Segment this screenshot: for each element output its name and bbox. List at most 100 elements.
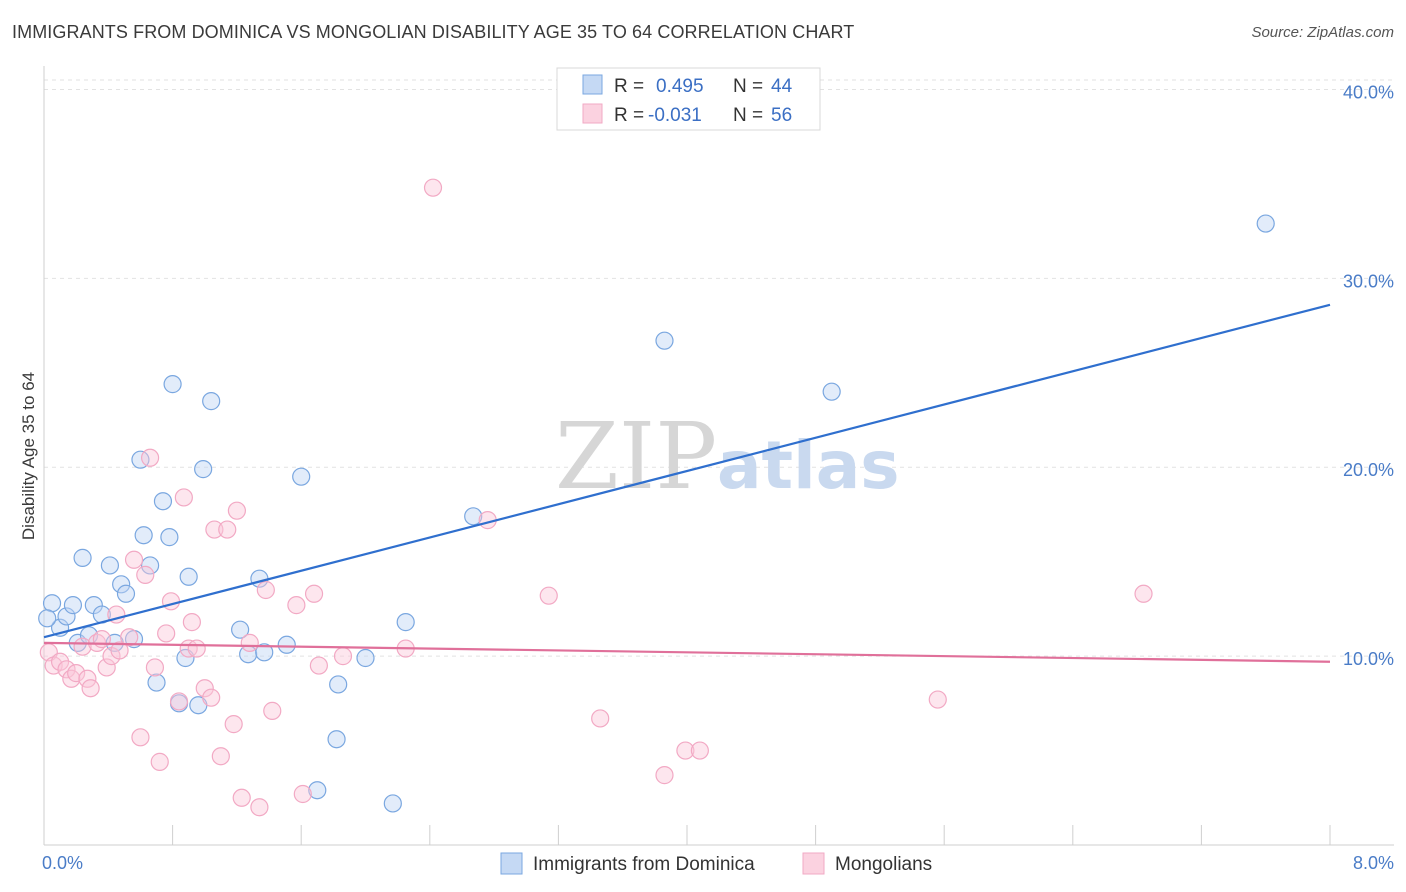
point-mongolians <box>50 652 70 671</box>
point-dominica <box>464 507 483 526</box>
y-tick-label: 40.0% <box>1343 82 1394 102</box>
point-dominica <box>308 781 327 800</box>
legend-r-value-dominica: 0.495 <box>656 76 704 97</box>
point-dominica <box>112 575 131 594</box>
point-mongolians <box>97 658 116 677</box>
grid <box>44 79 1394 657</box>
point-mongolians <box>309 656 328 675</box>
point-mongolians <box>423 178 443 197</box>
chart-title: IMMIGRANTS FROM DOMINICA VS MONGOLIAN DI… <box>12 22 855 42</box>
point-mongolians <box>131 728 150 747</box>
legend-n-label-2: N = <box>733 105 763 126</box>
point-dominica <box>356 648 375 668</box>
point-dominica <box>194 460 213 479</box>
point-mongolians <box>333 647 353 666</box>
point-dominica <box>134 526 153 545</box>
point-dominica <box>140 556 160 575</box>
point-mongolians <box>591 709 610 728</box>
point-mongolians <box>120 628 139 647</box>
y-tick-label: 10.0% <box>1343 649 1394 669</box>
point-mongolians <box>928 690 947 709</box>
watermark-zip: ZIP <box>555 403 717 510</box>
trend-line-dominica <box>43 303 1331 639</box>
point-mongolians <box>250 798 269 817</box>
point-dominica <box>383 794 402 813</box>
point-mongolians <box>150 752 169 771</box>
point-mongolians <box>195 679 214 698</box>
point-mongolians <box>81 679 100 698</box>
point-dominica <box>163 375 182 394</box>
point-dominica <box>147 673 166 692</box>
point-mongolians <box>92 630 111 649</box>
x-tick-label-min: 0.0% <box>42 853 83 873</box>
legend-n-label-1: N = <box>733 76 763 97</box>
legend-swatch-mongolians <box>582 103 603 124</box>
legend-top: R = 0.495 N = 44 R = -0.031 N = 56 <box>556 67 821 131</box>
point-mongolians <box>263 701 282 720</box>
legend-n-value-dominica: 44 <box>771 76 793 97</box>
point-mongolians <box>224 715 243 734</box>
point-mongolians <box>240 633 259 652</box>
source-credit: Source: ZipAtlas.com <box>1251 24 1394 41</box>
point-dominica <box>179 567 198 586</box>
point-mongolians <box>110 641 129 660</box>
point-dominica <box>822 382 841 401</box>
axes <box>43 66 1394 846</box>
point-dominica <box>329 675 348 694</box>
legend-bottom: Immigrants from Dominica Mongolians <box>500 852 932 875</box>
point-mongolians <box>187 639 206 658</box>
point-dominica <box>100 556 120 575</box>
point-dominica <box>42 594 62 613</box>
legend-r-label-1: R = <box>614 76 644 97</box>
watermark: ZIP atlas <box>555 403 900 510</box>
point-dominica <box>73 548 92 567</box>
point-mongolians <box>218 520 237 539</box>
point-mongolians <box>655 766 674 785</box>
point-mongolians <box>161 592 181 611</box>
point-mongolians <box>140 448 160 467</box>
point-dominica <box>57 607 76 626</box>
point-dominica <box>655 331 674 350</box>
point-mongolians <box>124 550 144 569</box>
trend-line-mongolians <box>43 641 1331 663</box>
point-mongolians <box>157 624 176 643</box>
y-tick-labels: 10.0% 20.0% 30.0% 40.0% <box>1343 82 1394 669</box>
point-dominica <box>327 730 346 749</box>
point-mongolians <box>174 488 193 507</box>
point-dominica <box>160 528 179 547</box>
point-mongolians <box>256 580 275 600</box>
point-mongolians <box>205 520 224 539</box>
point-mongolians <box>287 596 306 615</box>
legend-n-value-mongolians: 56 <box>771 105 792 126</box>
point-dominica <box>202 392 221 411</box>
trend-lines <box>43 303 1331 663</box>
point-dominica <box>1256 214 1275 233</box>
point-dominica <box>38 609 57 628</box>
point-mongolians <box>169 692 189 711</box>
point-mongolians <box>232 788 251 807</box>
y-tick-label: 20.0% <box>1343 460 1394 480</box>
point-dominica <box>396 613 415 632</box>
y-axis-label: Disability Age 35 to 64 <box>19 372 38 540</box>
point-mongolians <box>145 658 165 677</box>
legend-swatch-dominica <box>582 74 603 95</box>
point-mongolians <box>136 565 155 584</box>
point-dominica <box>116 584 136 603</box>
legend-r-value-mongolians: -0.031 <box>648 105 702 126</box>
point-mongolians <box>539 586 558 605</box>
bottom-legend-label-dominica: Immigrants from Dominica <box>533 854 755 875</box>
point-dominica <box>63 596 83 615</box>
point-mongolians <box>67 664 86 683</box>
bottom-legend-swatch-mongolians <box>802 852 825 875</box>
y-tick-label: 30.0% <box>1343 271 1394 291</box>
point-mongolians <box>57 660 76 679</box>
point-dominica <box>153 492 173 511</box>
point-mongolians <box>304 584 324 603</box>
point-mongolians <box>1134 584 1153 603</box>
point-mongolians <box>202 688 221 707</box>
point-mongolians <box>676 741 695 760</box>
x-tick-label-max: 8.0% <box>1353 853 1394 873</box>
point-mongolians <box>227 501 246 520</box>
bottom-legend-label-mongolians: Mongolians <box>835 854 932 875</box>
